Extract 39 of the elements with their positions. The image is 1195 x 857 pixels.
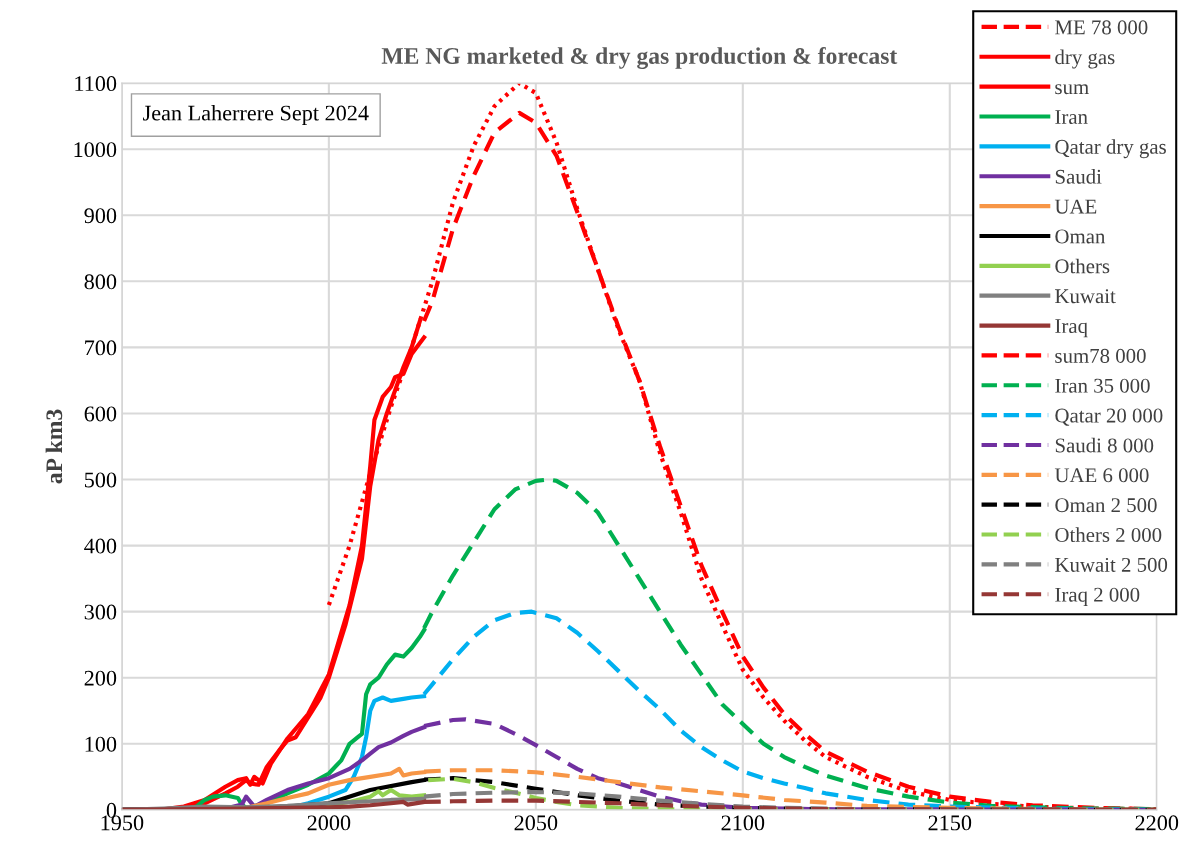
annotation: Jean Laherrere Sept 2024 (143, 104, 369, 126)
x-tick-label: 2000 (307, 815, 351, 831)
legend-label: sum (1055, 84, 1089, 95)
y-tick-label: 400 (84, 538, 117, 554)
legend-label: Iraq (1055, 319, 1088, 338)
legend-label: Qatar dry gas (1055, 139, 1166, 159)
x-tick-label: 2050 (514, 815, 558, 831)
legend-label: UAE (1054, 199, 1097, 214)
legend-label: Others (1055, 258, 1110, 274)
legend-label: Kuwait (1055, 289, 1116, 304)
legend-label: sum78 000 (1055, 348, 1146, 363)
y-tick-label: 500 (84, 472, 117, 488)
y-tick-label: 100 (85, 736, 117, 752)
chart-title: ME NG marketed & dry gas production & forecast (381, 47, 898, 69)
legend-label: Others 2 000 (1055, 527, 1162, 543)
y-tick-label: 1100 (75, 76, 117, 92)
legend-label: Oman (1055, 229, 1106, 244)
legend-label: Iraq 2 000 (1055, 587, 1140, 606)
legend-label: Iran 35 000 (1055, 378, 1150, 393)
legend-label: Oman 2 500 (1055, 498, 1157, 513)
legend-label: Kuwait 2 500 (1055, 557, 1168, 572)
y-tick-label: 700 (85, 340, 117, 356)
legend-label: Qatar 20 000 (1055, 408, 1163, 426)
legend-label: Saudi (1055, 169, 1102, 184)
y-tick-label: 200 (84, 670, 117, 686)
x-tick-label: 2200 (1135, 815, 1179, 831)
y-axis-title: aP km3 (45, 409, 63, 484)
y-tick-label: 1000 (74, 142, 117, 158)
legend-label: dry gas (1055, 49, 1115, 69)
legend-label: ME 78 000 (1055, 20, 1148, 35)
x-tick-label: 2100 (721, 815, 765, 831)
legend-label: UAE 6 000 (1054, 468, 1149, 483)
legend-label: Iran (1055, 110, 1088, 125)
y-tick-label: 800 (84, 274, 117, 290)
y-tick-label: 300 (84, 604, 117, 620)
legend-label: Saudi 8 000 (1055, 437, 1154, 453)
y-tick-label: 600 (84, 406, 117, 422)
x-tick-label: 2150 (928, 815, 972, 831)
y-tick-label: 900 (84, 208, 117, 224)
